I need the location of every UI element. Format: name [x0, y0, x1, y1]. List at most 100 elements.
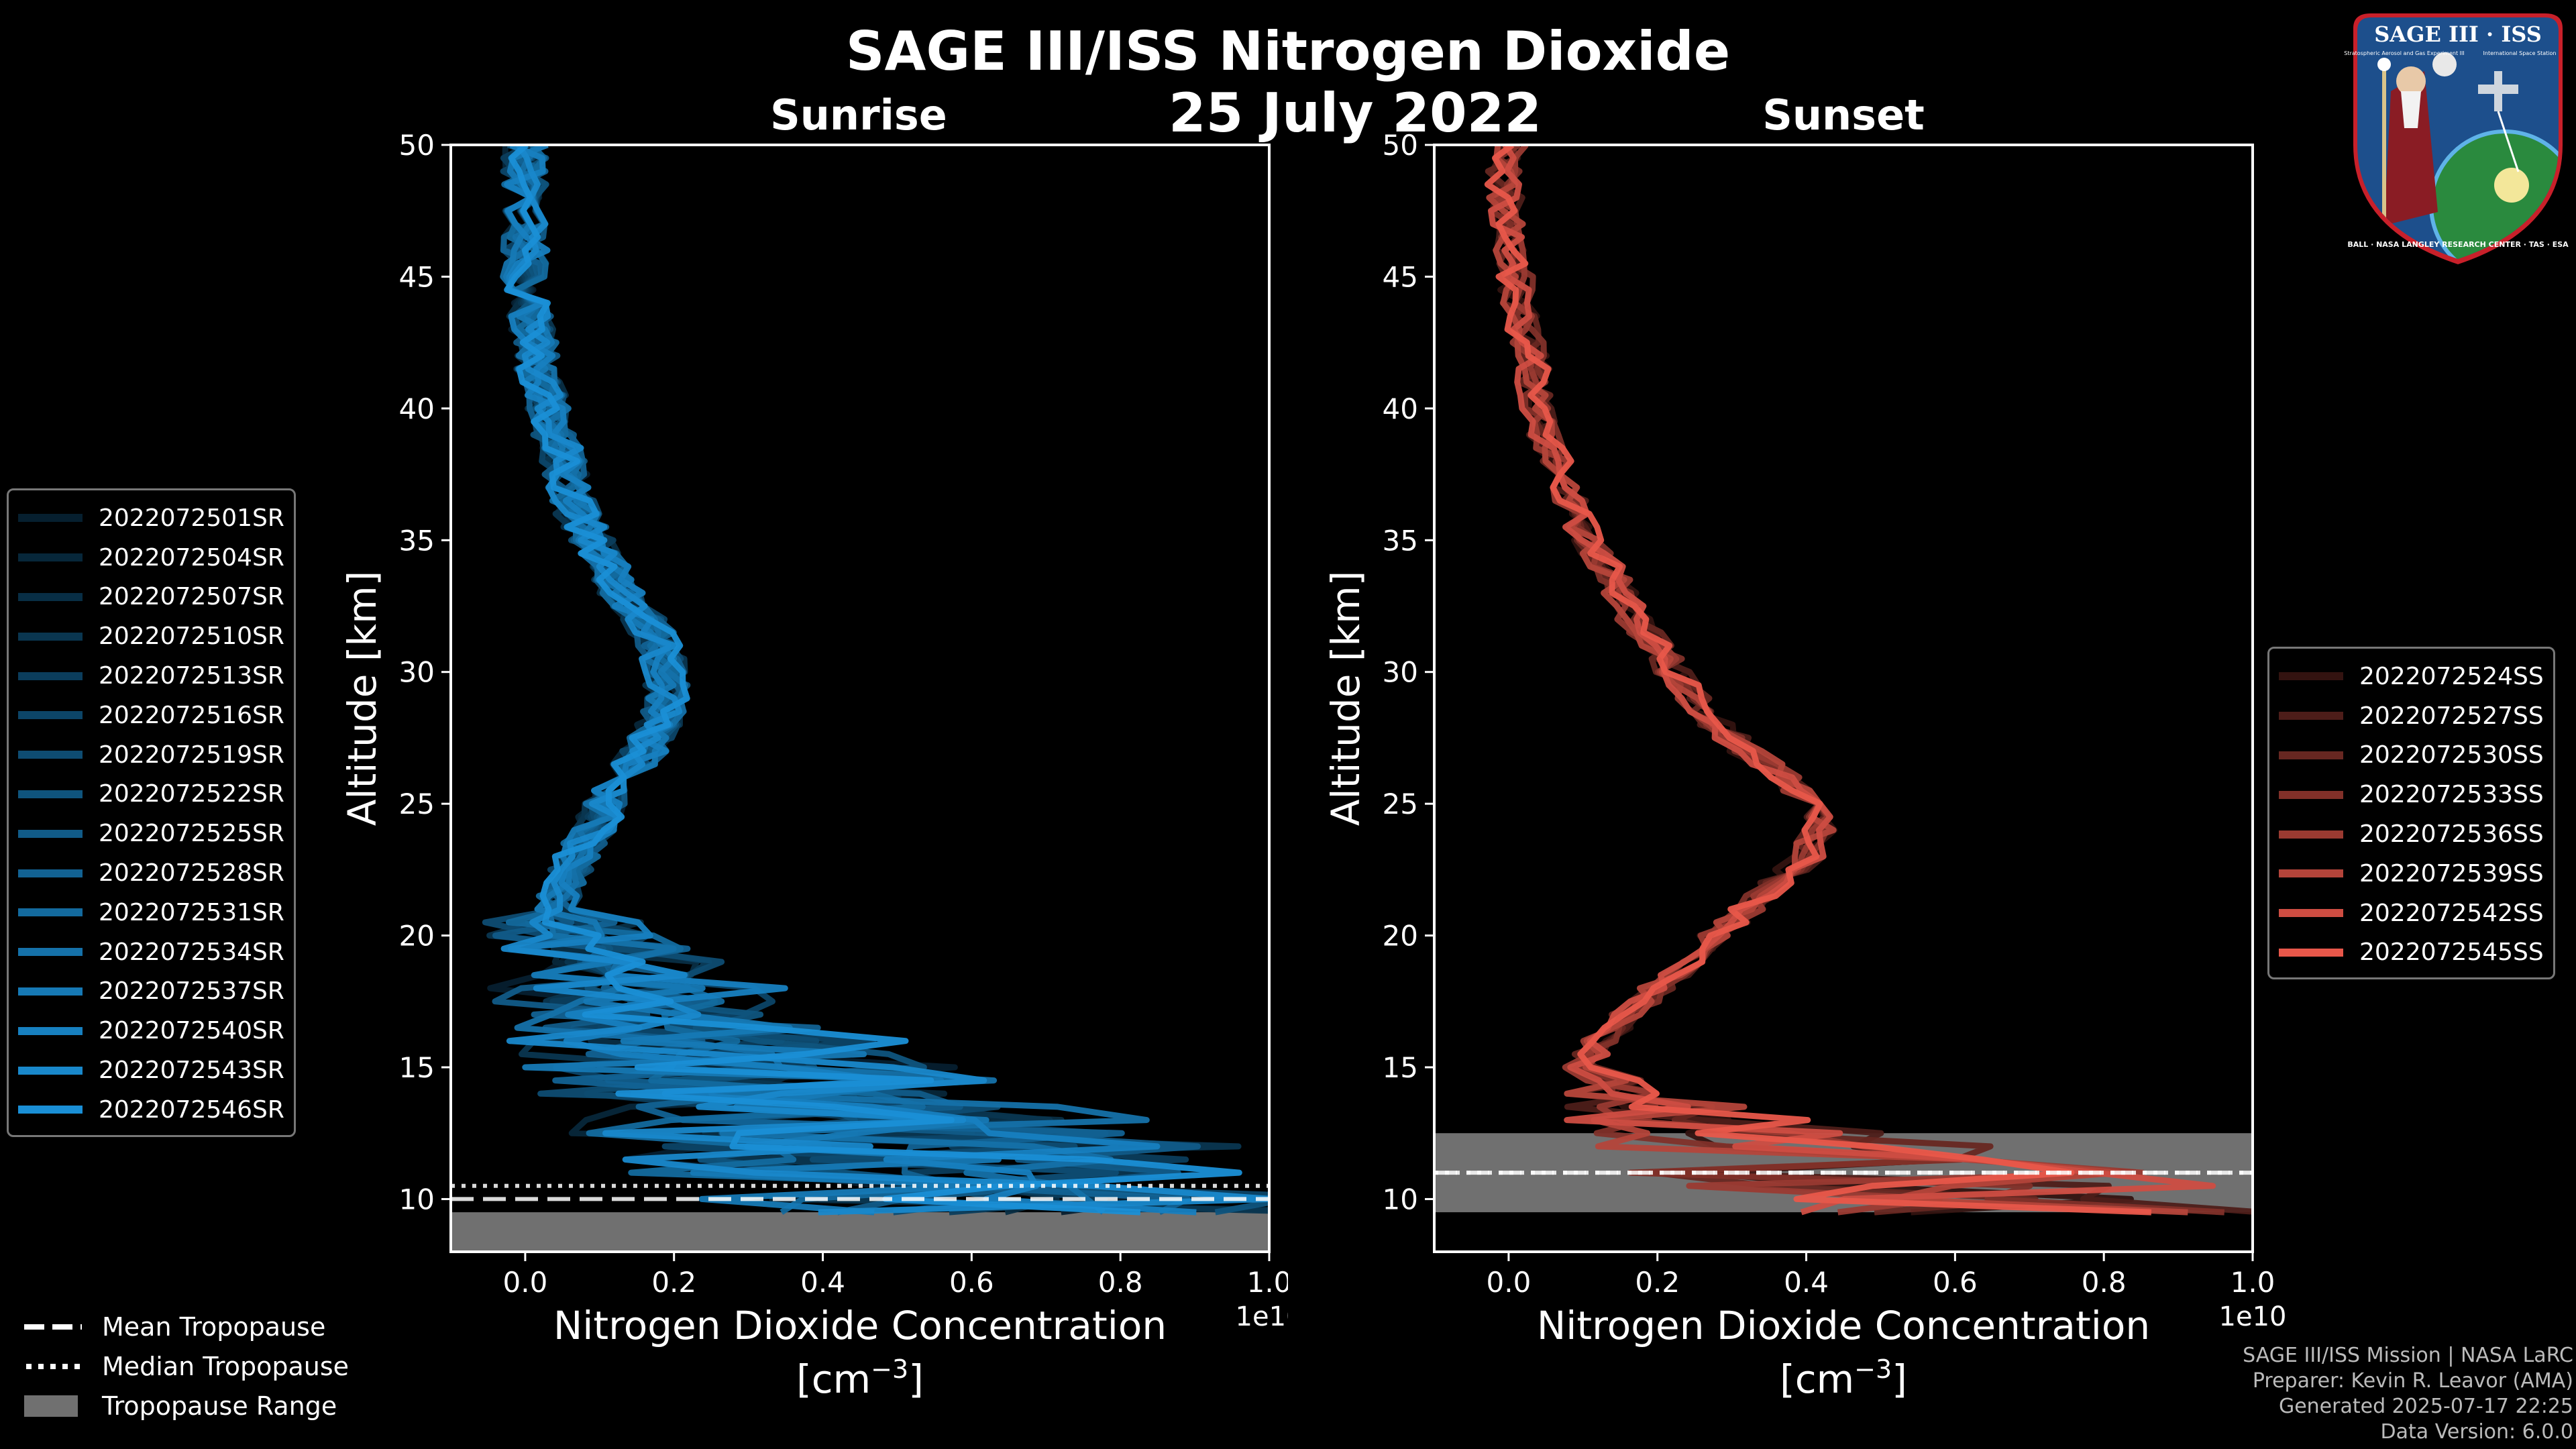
sage-iss-logo-icon: SAGE III · ISS Stratospheric Aerosol and… [2344, 13, 2569, 264]
legend-swatch [2279, 790, 2343, 799]
credits: SAGE III/ISS Mission | NASA LaRC Prepare… [2243, 1343, 2573, 1445]
legend-label: 2022072537SR [99, 977, 284, 1006]
legend-swatch [18, 987, 83, 996]
legend-label: 2022072510SR [99, 623, 284, 651]
profile-line-2022072545SS [1484, 145, 2152, 1216]
legend-swatch [2279, 672, 2343, 681]
legend-swatch [2279, 948, 2343, 957]
legend-label: 2022072528SR [99, 859, 284, 888]
x-axis-multiplier: 1e10 [2219, 1301, 2287, 1332]
legend-label: 2022072525SR [99, 820, 284, 848]
date-title: 25 July 2022 [1169, 82, 1542, 144]
sunset-legend: 2022072524SS 2022072527SS 2022072530SS 2022… [2267, 647, 2555, 980]
credits-generated: Generated 2025-07-17 22:25 [2278, 1395, 2573, 1418]
y-tick-label: 10 [1383, 1183, 1418, 1216]
legend-item-2022072539SS: 2022072539SS [2279, 854, 2544, 894]
legend-item-2022072536SS: 2022072536SS [2279, 814, 2544, 854]
legend-label: 2022072542SS [2359, 899, 2544, 927]
legend-label: 2022072533SS [2359, 781, 2544, 809]
legend-item-2022072534SR: 2022072534SR [18, 932, 284, 972]
legend-item-2022072537SR: 2022072537SR [18, 972, 284, 1012]
sunset-panel-title: Sunset [1762, 91, 1925, 140]
sunrise-legend: 2022072501SR 2022072504SR 2022072507SR 2022… [7, 488, 296, 1137]
plot-area [451, 145, 1269, 1252]
legend-label: 2022072543SR [99, 1057, 284, 1085]
legend-label: 2022072519SR [99, 741, 284, 769]
x-tick-label: 0.4 [800, 1266, 845, 1299]
sunrise-chart: 0.0 0.2 0.4 0.6 0.8 1.0 10 15 20 25 30 35 40 45 50 Nitr… [339, 129, 1288, 1402]
x-axis-label: Nitrogen Dioxide Concentration [1537, 1303, 2150, 1348]
legend-item-2022072540SR: 2022072540SR [18, 1011, 284, 1051]
plot-area [1434, 145, 2253, 1216]
mean-tropopause-legend-item: Mean Tropopause [24, 1307, 349, 1346]
logo-sub-text: Stratospheric Aerosol and Gas Experiment… [2344, 50, 2464, 56]
legend-swatch [18, 672, 83, 680]
y-axis-label: Altitude [km] [1323, 571, 1368, 826]
legend-item-2022072543SR: 2022072543SR [18, 1051, 284, 1090]
x-tick-label: 0.4 [1784, 1266, 1829, 1299]
x-tick-label: 0.6 [949, 1266, 994, 1299]
legend-swatch [2279, 869, 2343, 878]
y-tick-label: 45 [399, 260, 435, 293]
y-tick-label: 35 [399, 524, 435, 557]
profile-line-2022072537SR [503, 145, 1002, 1216]
y-tick-label: 50 [1383, 129, 1418, 162]
x-tick-label: 0.8 [2082, 1266, 2127, 1299]
legend-item-2022072519SR: 2022072519SR [18, 735, 284, 775]
logo-text: SAGE III · ISS [2374, 21, 2542, 47]
profile-line-2022072539SS [1486, 145, 2188, 1216]
median-tropopause-swatch [24, 1356, 82, 1377]
x-tick-label: 0.8 [1098, 1266, 1143, 1299]
y-tick-label: 30 [1383, 656, 1418, 689]
logo-ring-text: BALL · NASA LANGLEY RESEARCH CENTER · TA… [2347, 240, 2569, 249]
legend-swatch [2279, 830, 2343, 839]
legend-swatch [18, 592, 83, 601]
legend-label: 2022072501SR [99, 504, 284, 532]
legend-swatch [18, 790, 83, 798]
legend-swatch [18, 514, 83, 523]
legend-item-2022072533SS: 2022072533SS [2279, 775, 2544, 814]
legend-item-2022072546SR: 2022072546SR [18, 1090, 284, 1130]
legend-label: 2022072527SS [2359, 702, 2544, 730]
x-tick-label: 0.6 [1933, 1266, 1978, 1299]
legend-label: 2022072513SR [99, 662, 284, 690]
legend-item-2022072528SR: 2022072528SR [18, 853, 284, 893]
y-tick-label: 15 [399, 1051, 435, 1084]
legend-item-2022072504SR: 2022072504SR [18, 538, 284, 578]
y-tick-label: 35 [1383, 524, 1418, 557]
y-tick-label: 10 [399, 1183, 435, 1216]
legend-item-2022072531SR: 2022072531SR [18, 893, 284, 932]
legend-label: 2022072522SR [99, 780, 284, 808]
y-tick-label: 40 [399, 392, 435, 425]
median-tropopause-label: Median Tropopause [102, 1351, 349, 1381]
legend-label: 2022072546SR [99, 1095, 284, 1124]
legend-label: 2022072516SR [99, 701, 284, 729]
y-tick-label: 40 [1383, 392, 1418, 425]
median-tropopause-legend-item: Median Tropopause [24, 1346, 349, 1386]
legend-swatch [18, 1066, 83, 1075]
legend-label: 2022072531SR [99, 898, 284, 926]
credits-preparer: Preparer: Kevin R. Leavor (AMA) [2252, 1369, 2573, 1393]
logo-iss-text: International Space Station [2483, 50, 2557, 56]
x-axis-units: [cm−3] [796, 1354, 924, 1402]
x-tick-label: 1.0 [1247, 1266, 1288, 1299]
legend-swatch [18, 711, 83, 720]
credits-version: Data Version: 6.0.0 [2380, 1420, 2573, 1444]
x-tick-label: 0.0 [503, 1266, 548, 1299]
legend-label: 2022072536SS [2359, 820, 2544, 849]
y-tick-label: 30 [399, 656, 435, 689]
legend-label: 2022072545SS [2359, 938, 2544, 967]
legend-item-2022072525SR: 2022072525SR [18, 814, 284, 853]
tropopause-range-legend-item: Tropopause Range [24, 1386, 349, 1426]
y-tick-label: 20 [1383, 920, 1418, 953]
sage-iss-logo: SAGE III · ISS Stratospheric Aerosol and… [2344, 11, 2572, 266]
mean-tropopause-swatch [24, 1316, 82, 1338]
legend-swatch [18, 751, 83, 759]
tropopause-range-swatch [24, 1395, 82, 1417]
legend-item-2022072516SR: 2022072516SR [18, 696, 284, 735]
legend-label: 2022072524SS [2359, 662, 2544, 690]
y-tick-label: 25 [399, 788, 435, 820]
profile-line-2022072530SS [1485, 145, 2039, 1216]
legend-item-2022072513SR: 2022072513SR [18, 656, 284, 696]
legend-swatch [2279, 751, 2343, 759]
